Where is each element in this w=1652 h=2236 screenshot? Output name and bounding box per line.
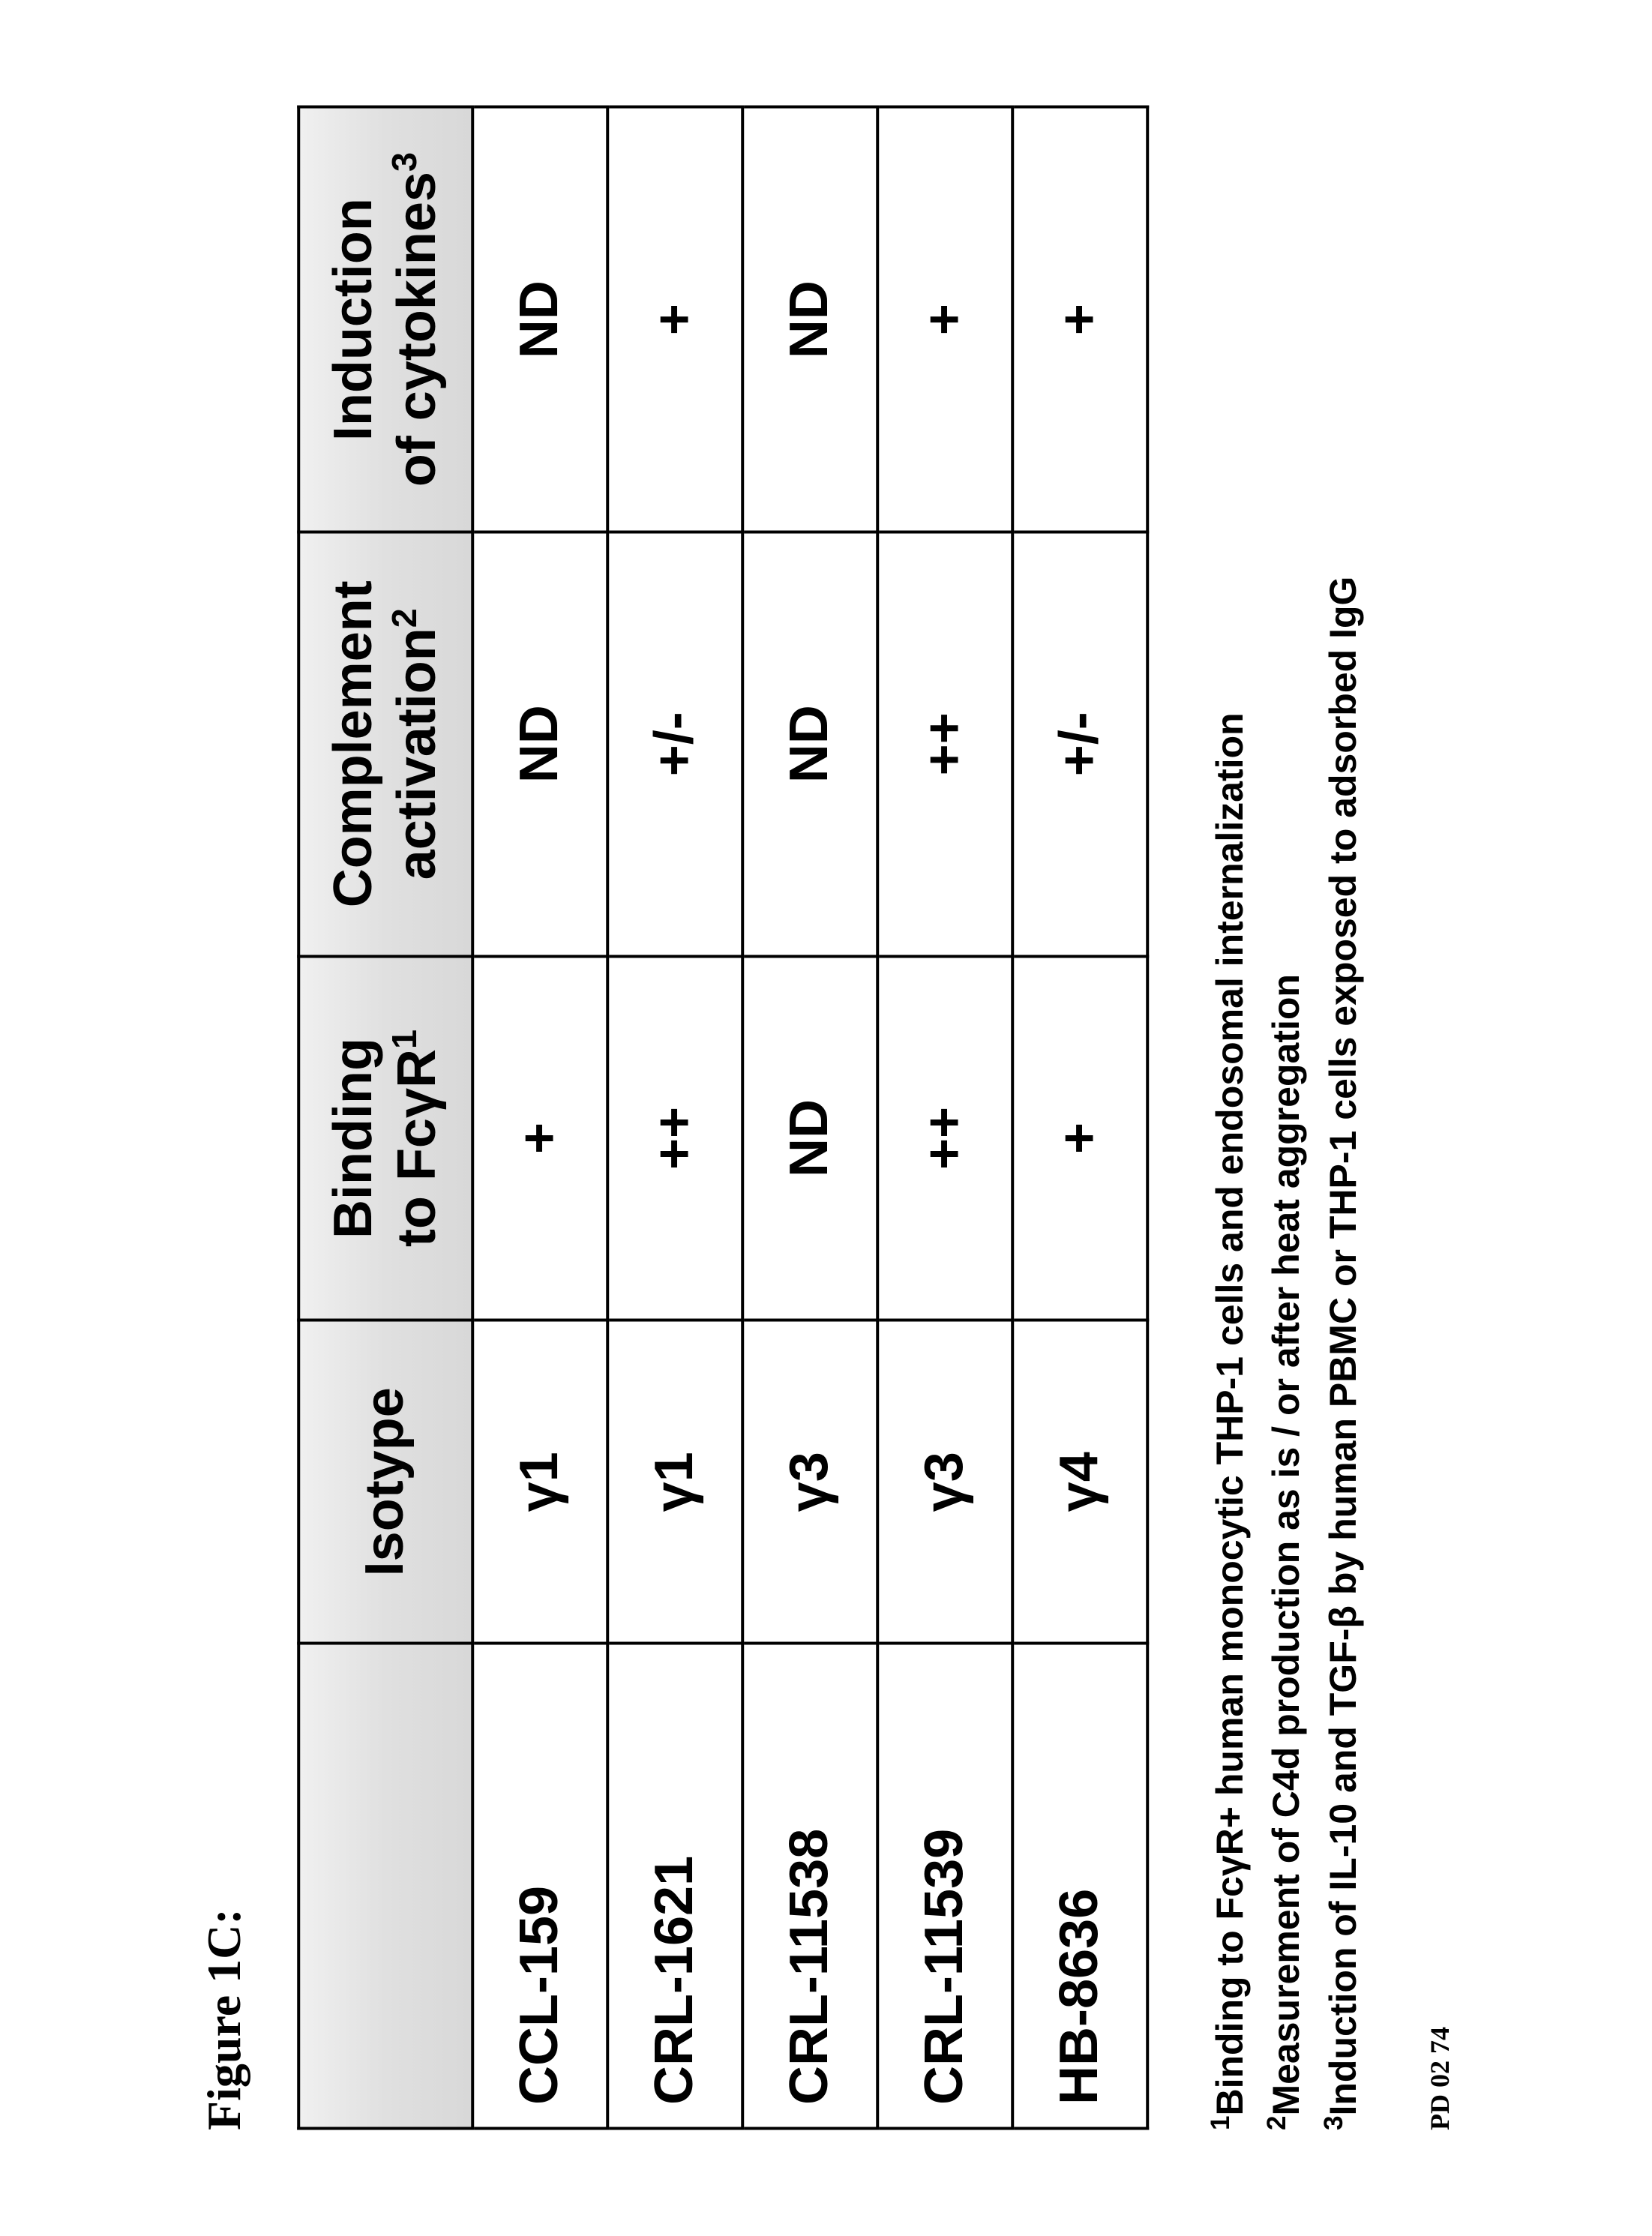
figure-title: Figure 1C: [196, 106, 252, 2130]
header-isotype: Isotype [298, 1320, 472, 1644]
header-complement: Complement activation2 [298, 532, 472, 956]
cell-isotype: γ4 [1012, 1320, 1147, 1644]
isotype-n: 1 [509, 1452, 569, 1482]
footnote-1b: R+ human monocytic THP-1 cells and endos… [1208, 712, 1250, 1855]
header-cyto-line2: of cytokines [387, 172, 447, 487]
cell-fcr: ++ [877, 956, 1012, 1320]
gamma: γ [644, 1482, 704, 1512]
table-header-row: Isotype Binding to FcγR1 Complement acti… [298, 107, 472, 2129]
cell-cyto: ND [742, 107, 877, 532]
header-id [298, 1644, 472, 2129]
footnote-2: 2Measurement of C4d production as is / o… [1258, 106, 1315, 2130]
table-row: CRL-1621 γ1 ++ +/- + [607, 107, 742, 2129]
isotype-n: 3 [914, 1452, 974, 1482]
footnote-1-sup: 1 [1206, 2116, 1235, 2130]
data-table: Isotype Binding to FcγR1 Complement acti… [297, 106, 1149, 2130]
footnote-2-sup: 2 [1262, 2116, 1291, 2130]
page-container: Figure 1C: Isotype Binding to FcγR1 Comp… [196, 106, 1456, 2130]
table-row: CCL-159 γ1 + ND ND [472, 107, 607, 2129]
footnote-1a: Binding to Fc [1208, 1876, 1250, 2115]
cell-fcr: ++ [607, 956, 742, 1320]
cell-isotype: γ3 [742, 1320, 877, 1644]
header-comp-line1: Complement [323, 580, 383, 907]
header-fcr-line1: Binding [323, 1038, 383, 1239]
table-row: HB-8636 γ4 + +/- + [1012, 107, 1147, 2129]
footnotes: 1Binding to FcγR+ human monocytic THP-1 … [1201, 106, 1372, 2130]
header-fcr-line2a: to Fc [387, 1118, 447, 1247]
cell-id: CRL-1621 [607, 1644, 742, 2129]
header-cyto-sup: 3 [385, 152, 424, 172]
footnote-2-text: Measurement of C4d production as is / or… [1265, 974, 1307, 2116]
cell-id: HB-8636 [1012, 1644, 1147, 2129]
isotype-n: 4 [1049, 1452, 1109, 1482]
cell-isotype: γ1 [607, 1320, 742, 1644]
cell-id: CRL-11539 [877, 1644, 1012, 2129]
footnote-3-beta: β [1322, 1605, 1364, 1629]
cell-comp: +/- [607, 532, 742, 956]
gamma: γ [1049, 1482, 1109, 1512]
cell-cyto: + [877, 107, 1012, 532]
header-cyto-line1: Induction [323, 198, 383, 441]
cell-fcr: ND [742, 956, 877, 1320]
header-fcr: Binding to FcγR1 [298, 956, 472, 1320]
cell-id: CRL-11538 [742, 1644, 877, 2129]
cell-cyto: + [607, 107, 742, 532]
cell-cyto: ND [472, 107, 607, 532]
header-comp-sup: 2 [385, 608, 424, 628]
isotype-n: 3 [779, 1452, 839, 1482]
cell-comp: +/- [1012, 532, 1147, 956]
cell-fcr: + [472, 956, 607, 1320]
footnote-3-sup: 3 [1319, 2116, 1348, 2130]
header-cytokines: Induction of cytokines3 [298, 107, 472, 532]
table-row: CRL-11539 γ3 ++ ++ + [877, 107, 1012, 2129]
footnote-1: 1Binding to FcγR+ human monocytic THP-1 … [1201, 106, 1258, 2130]
gamma: γ [914, 1482, 974, 1512]
isotype-n: 1 [644, 1452, 704, 1482]
header-fcr-sup: 1 [385, 1030, 424, 1049]
cell-comp: ND [742, 532, 877, 956]
gamma: γ [779, 1482, 839, 1512]
header-comp-line2: activation [387, 628, 447, 880]
page-code: PD 02 74 [1424, 106, 1456, 2130]
footnote-3: 3Induction of IL-10 and TGF-β by human P… [1315, 106, 1372, 2130]
cell-comp: ++ [877, 532, 1012, 956]
header-fcr-line2b: R [387, 1049, 447, 1088]
cell-cyto: + [1012, 107, 1147, 532]
footnote-3a: Induction of IL-10 and TGF- [1322, 1629, 1364, 2116]
header-fcr-gamma: γ [387, 1088, 447, 1118]
cell-comp: ND [472, 532, 607, 956]
cell-isotype: γ3 [877, 1320, 1012, 1644]
cell-fcr: + [1012, 956, 1147, 1320]
cell-isotype: γ1 [472, 1320, 607, 1644]
footnote-1-gamma: γ [1208, 1855, 1250, 1876]
table-row: CRL-11538 γ3 ND ND ND [742, 107, 877, 2129]
footnote-3b: by human PBMC or THP-1 cells exposed to … [1322, 577, 1364, 1605]
cell-id: CCL-159 [472, 1644, 607, 2129]
gamma: γ [509, 1482, 569, 1512]
